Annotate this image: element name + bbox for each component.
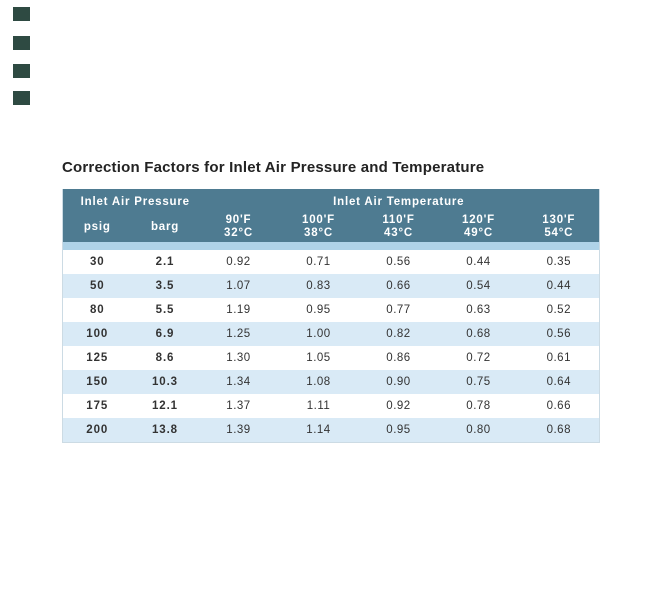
correction-factor: 1.14 (278, 418, 359, 442)
correction-factor: 0.56 (518, 322, 600, 346)
table-row: 100 6.9 1.25 1.00 0.82 0.68 0.56 (62, 322, 600, 346)
correction-factor: 0.66 (358, 274, 439, 298)
temp-celsius-label: 38°C (304, 226, 333, 239)
barg-value: 6.9 (131, 322, 199, 346)
column-header-120f: 120'F 49°C (438, 211, 519, 242)
table-row: 150 10.3 1.34 1.08 0.90 0.75 0.64 (62, 370, 600, 394)
correction-factor: 1.08 (278, 370, 359, 394)
correction-factor: 0.80 (438, 418, 519, 442)
psig-value: 100 (62, 322, 132, 346)
correction-factor: 0.35 (518, 250, 600, 274)
correction-factor: 1.19 (198, 298, 279, 322)
psig-value: 175 (62, 394, 132, 418)
psig-value: 50 (62, 274, 132, 298)
correction-factor: 0.71 (278, 250, 359, 274)
correction-factor: 1.07 (198, 274, 279, 298)
group-header-inlet-air-temperature: Inlet Air Temperature (198, 189, 600, 211)
column-header-row: psig barg 90'F 32°C 100'F 38°C 110'F 43°… (62, 211, 600, 242)
psig-value: 125 (62, 346, 132, 370)
correction-factor: 0.77 (358, 298, 439, 322)
correction-factor: 0.92 (198, 250, 279, 274)
table-header: Inlet Air Pressure Inlet Air Temperature… (62, 189, 600, 250)
correction-factor: 1.11 (278, 394, 359, 418)
correction-factor: 0.54 (438, 274, 519, 298)
correction-factor: 0.86 (358, 346, 439, 370)
correction-factor: 0.66 (518, 394, 600, 418)
correction-factor: 0.44 (518, 274, 600, 298)
correction-factor: 1.05 (278, 346, 359, 370)
correction-factor: 0.90 (358, 370, 439, 394)
column-header-110f: 110'F 43°C (358, 211, 439, 242)
column-header-psig: psig (62, 211, 132, 242)
psig-value: 150 (62, 370, 132, 394)
correction-factor: 1.34 (198, 370, 279, 394)
correction-factor: 1.25 (198, 322, 279, 346)
table-row: 200 13.8 1.39 1.14 0.95 0.80 0.68 (62, 418, 600, 442)
table-row: 175 12.1 1.37 1.11 0.92 0.78 0.66 (62, 394, 600, 418)
temp-fahrenheit-label: 120'F (462, 213, 495, 226)
column-header-90f: 90'F 32°C (198, 211, 279, 242)
correction-factor: 0.83 (278, 274, 359, 298)
correction-factor: 0.63 (438, 298, 519, 322)
group-header-inlet-air-pressure: Inlet Air Pressure (62, 189, 199, 211)
thumbnail-square[interactable] (13, 64, 30, 78)
correction-factors-table: Inlet Air Pressure Inlet Air Temperature… (62, 189, 601, 443)
correction-factor: 0.95 (358, 418, 439, 442)
correction-factor: 0.78 (438, 394, 519, 418)
temp-celsius-label: 32°C (224, 226, 253, 239)
correction-factor: 0.56 (358, 250, 439, 274)
barg-value: 12.1 (131, 394, 199, 418)
temp-fahrenheit-label: 100'F (302, 213, 335, 226)
correction-factor: 0.68 (438, 322, 519, 346)
correction-factor: 0.68 (518, 418, 600, 442)
psig-value: 30 (62, 250, 132, 274)
temp-celsius-label: 54°C (544, 226, 574, 239)
psig-value: 80 (62, 298, 132, 322)
barg-value: 5.5 (131, 298, 199, 322)
temp-fahrenheit-label: 130'F (542, 213, 576, 226)
thumbnail-square[interactable] (13, 91, 30, 105)
table-row: 125 8.6 1.30 1.05 0.86 0.72 0.61 (62, 346, 600, 370)
table-row: 30 2.1 0.92 0.71 0.56 0.44 0.35 (62, 250, 600, 274)
group-header-row: Inlet Air Pressure Inlet Air Temperature (62, 189, 600, 211)
column-header-100f: 100'F 38°C (278, 211, 359, 242)
temp-celsius-label: 43°C (384, 226, 413, 239)
correction-factor: 0.75 (438, 370, 519, 394)
correction-factor: 1.00 (278, 322, 359, 346)
table-row: 80 5.5 1.19 0.95 0.77 0.63 0.52 (62, 298, 600, 322)
barg-value: 13.8 (131, 418, 199, 442)
correction-factor: 0.72 (438, 346, 519, 370)
table-row: 50 3.5 1.07 0.83 0.66 0.54 0.44 (62, 274, 600, 298)
thumbnail-square[interactable] (13, 7, 30, 21)
temp-celsius-label: 49°C (464, 226, 493, 239)
barg-value: 3.5 (131, 274, 199, 298)
header-divider-strip (62, 242, 600, 250)
barg-value: 10.3 (131, 370, 199, 394)
thumbnail-square[interactable] (13, 36, 30, 50)
column-header-130f: 130'F 54°C (518, 211, 600, 242)
barg-value: 8.6 (131, 346, 199, 370)
correction-factor: 0.64 (518, 370, 600, 394)
correction-factor: 0.44 (438, 250, 519, 274)
temp-fahrenheit-label: 110'F (382, 213, 415, 226)
correction-factor: 0.95 (278, 298, 359, 322)
correction-factor: 0.61 (518, 346, 600, 370)
correction-factor: 1.39 (198, 418, 279, 442)
psig-value: 200 (62, 418, 132, 442)
correction-factor: 1.37 (198, 394, 279, 418)
temp-fahrenheit-label: 90'F (225, 213, 252, 226)
column-header-barg: barg (131, 211, 199, 242)
correction-factor: 0.82 (358, 322, 439, 346)
barg-value: 2.1 (131, 250, 199, 274)
correction-factor: 1.30 (198, 346, 279, 370)
correction-factor: 0.52 (518, 298, 600, 322)
correction-factor: 0.92 (358, 394, 439, 418)
table-body: 30 2.1 0.92 0.71 0.56 0.44 0.35 50 3.5 1.07 0.83 0.… (62, 250, 600, 442)
page-title: Correction Factors for Inlet Air Pressur… (62, 159, 485, 176)
